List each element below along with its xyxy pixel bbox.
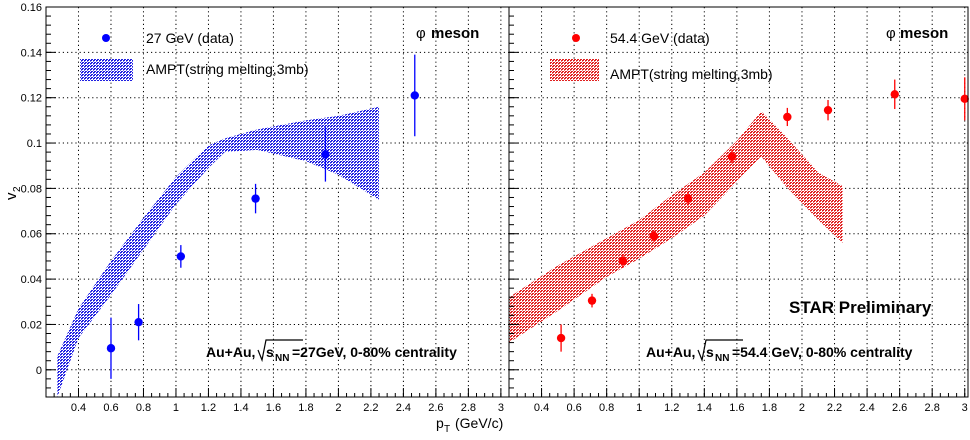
data-point	[177, 252, 185, 260]
x-tick-label: 2.4	[396, 402, 411, 414]
y-axis-label: v	[3, 192, 20, 200]
x-tick-label: 1.4	[697, 402, 712, 414]
system-label-energy-left: =27GeV, 0-80% centrality	[292, 344, 457, 360]
x-tick-label: 2.6	[428, 402, 443, 414]
y-tick-label: 0.16	[21, 2, 42, 14]
data-point	[824, 106, 832, 114]
x-tick-label: 2.2	[827, 402, 842, 414]
legend-data-label-right: 54.4 GeV (data)	[610, 30, 710, 46]
legend-band-swatch-right	[550, 59, 599, 81]
x-tick-label: 0.6	[566, 402, 581, 414]
x-tick-label: 2.4	[859, 402, 874, 414]
x-tick-label: 2.2	[363, 402, 378, 414]
x-tick-label: 1.6	[729, 402, 744, 414]
meson-label-right: meson	[900, 25, 948, 42]
phi-symbol-left: φ	[416, 25, 426, 42]
x-tick-label: 2.6	[892, 402, 907, 414]
legend-marker-54gev	[572, 34, 580, 42]
y-tick-label: 0.12	[21, 93, 42, 105]
phi-symbol-right: φ	[886, 25, 896, 42]
data-point	[321, 150, 329, 158]
sqrt-s-right: s	[706, 344, 714, 360]
x-tick-label: 2.8	[925, 402, 940, 414]
sqrt-sub-right: NN	[715, 353, 729, 364]
data-point	[728, 152, 736, 160]
data-point	[134, 318, 142, 326]
legend-data-label-left: 27 GeV (data)	[146, 30, 234, 46]
x-tick-label: 1.4	[233, 402, 248, 414]
x-tick-label: 0.8	[599, 402, 614, 414]
y-tick-label: 0.14	[21, 47, 42, 59]
meson-label-left: meson	[431, 25, 479, 42]
data-point	[251, 194, 259, 202]
x-tick-label: 1	[173, 402, 179, 414]
x-tick-label: 0.8	[136, 402, 151, 414]
data-point	[891, 90, 899, 98]
data-point	[557, 334, 565, 342]
star-preliminary-label: STAR Preliminary	[789, 298, 932, 317]
data-point	[411, 91, 419, 99]
x-tick-label: 0.4	[71, 402, 86, 414]
data-point	[783, 113, 791, 121]
sqrt-s-left: s	[266, 344, 274, 360]
left-panel: 0.4 0.6 0.8 1 1.2 1.4 1.6 1.8 2 2.2 2.4 2.6 2.8 3 0 0.0…	[3, 2, 509, 414]
sqrt-sub-left: NN	[275, 353, 289, 364]
data-point	[684, 194, 692, 202]
x-axis-label-unit: (GeV/c)	[455, 415, 503, 431]
y-tick-label: 0.04	[21, 274, 42, 286]
system-label-energy-right: =54.4 GeV, 0-80% centrality	[732, 344, 913, 360]
x-axis-label: p	[436, 415, 444, 431]
x-tick-label: 2	[799, 402, 805, 414]
legend-band-swatch-left	[80, 59, 133, 81]
x-tick-label: 2	[335, 402, 341, 414]
y-tick-label: 0.08	[21, 183, 42, 195]
y-tick-label: 0.1	[27, 138, 42, 150]
x-axis-label-sub: T	[444, 424, 450, 435]
data-point	[588, 296, 596, 304]
data-point	[619, 257, 627, 265]
legend-band-label-left: AMPT(string melting,3mb)	[146, 61, 309, 77]
x-tick-label: 3	[962, 402, 968, 414]
x-tick-label: 2.8	[461, 402, 476, 414]
system-label-au-left: Au+Au,	[206, 344, 255, 360]
legend-marker-27gev	[102, 34, 110, 42]
x-tick-label: 1.8	[298, 402, 313, 414]
data-point	[650, 232, 658, 240]
x-tick-label: 1.8	[762, 402, 777, 414]
x-tick-label: 1.6	[266, 402, 281, 414]
legend-band-label-right: AMPT(string melting,3mb)	[610, 66, 773, 82]
system-label-au-right: Au+Au,	[646, 344, 695, 360]
x-tick-label: 1.2	[664, 402, 679, 414]
x-tick-label: 0.4	[534, 402, 549, 414]
right-panel: 0.4 0.6 0.8 1 1.2 1.4 1.6 1.8 2 2.2 2.4 2.6 2.8 3 54.…	[509, 7, 969, 414]
x-tick-label: 1	[636, 402, 642, 414]
x-tick-label: 1.2	[201, 402, 216, 414]
data-point	[107, 344, 115, 352]
x-axis-label-group: p T (GeV/c)	[436, 415, 503, 435]
y-tick-label: 0.02	[21, 319, 42, 331]
x-tick-label: 0.6	[103, 402, 118, 414]
y-tick-label: 0.06	[21, 229, 42, 241]
y-tick-label: 0	[36, 365, 42, 377]
y-axis-label-sub: 2	[12, 186, 23, 192]
x-tick-label: 3	[498, 402, 504, 414]
